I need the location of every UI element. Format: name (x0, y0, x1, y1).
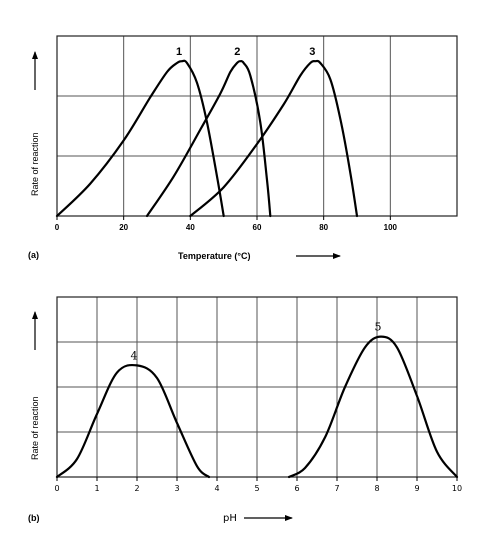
temperature-x-tick-label: 0 (55, 223, 60, 232)
ph-x-tick-label: 3 (174, 484, 179, 493)
ph-chart: 4 5 0 1 2 3 4 5 6 7 8 9 10 (b) pH Rate of reaction (28, 297, 462, 524)
ph-x-tick-label: 0 (54, 484, 59, 493)
temperature-x-tick-label: 40 (186, 223, 195, 232)
temperature-chart-curves: 1 2 3 (57, 46, 357, 216)
temperature-x-axis-label: Temperature (°C) (178, 251, 250, 261)
temperature-y-axis-label: Rate of reaction (30, 132, 40, 196)
temperature-x-tick-label: 80 (319, 223, 328, 232)
temperature-x-tick-label: 20 (119, 223, 128, 232)
ph-curve-label-5: 5 (375, 321, 382, 334)
temperature-x-tick-label: 60 (253, 223, 262, 232)
ph-x-tick-label: 7 (334, 484, 339, 493)
ph-x-tick-label: 9 (414, 484, 419, 493)
ph-y-axis-label: Rate of reaction (30, 396, 40, 460)
ph-x-axis-label: pH (223, 513, 237, 524)
ph-curve-5 (289, 337, 457, 477)
temperature-curve-3 (190, 61, 357, 216)
temperature-x-tick-label: 100 (384, 223, 398, 232)
temperature-curve-2 (147, 61, 270, 216)
ph-curve-4 (57, 365, 209, 477)
temperature-chart: 1 2 3 0 20 40 60 80 100 (a) Temperature (°C) Ra… (28, 36, 457, 261)
temperature-curve-label-3: 3 (309, 46, 315, 58)
ph-chart-ticks: 0 1 2 3 4 5 6 7 8 9 10 (54, 477, 462, 493)
ph-curve-label-4: 4 (131, 349, 138, 362)
ph-x-tick-label: 8 (374, 484, 379, 493)
temperature-curve-label-1: 1 (176, 46, 182, 58)
temperature-curve-1 (57, 61, 224, 216)
ph-x-tick-label: 6 (294, 484, 299, 493)
temperature-chart-panel-label: (a) (28, 250, 39, 260)
ph-x-tick-label: 2 (134, 484, 139, 493)
ph-chart-grid (57, 297, 457, 477)
temperature-chart-ticks: 0 20 40 60 80 100 (55, 216, 398, 232)
ph-x-tick-label: 1 (94, 484, 99, 493)
ph-x-tick-label: 5 (254, 484, 259, 493)
ph-x-tick-label: 4 (214, 484, 219, 493)
temperature-chart-grid (57, 36, 457, 216)
temperature-curve-label-2: 2 (234, 46, 240, 58)
ph-x-tick-label: 10 (452, 484, 462, 493)
ph-chart-panel-label: (b) (28, 513, 40, 523)
